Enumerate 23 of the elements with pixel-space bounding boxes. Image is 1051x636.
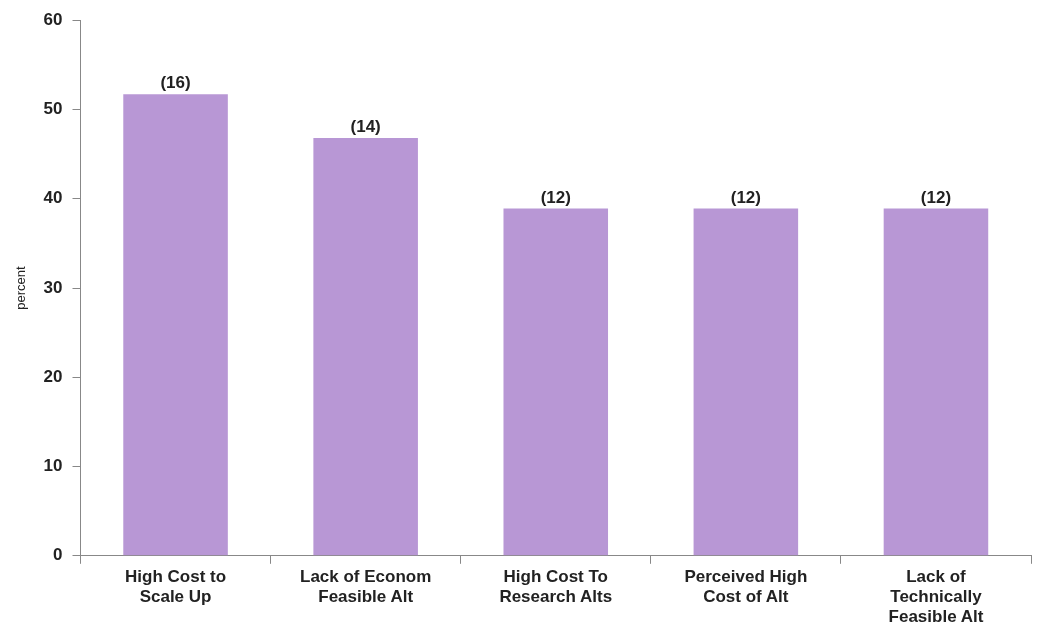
y-tick-label: 30 bbox=[43, 277, 63, 297]
annotation: (16) bbox=[160, 73, 191, 93]
y-tick-label: 20 bbox=[43, 366, 63, 386]
bar bbox=[883, 208, 989, 556]
y-axis-title: percent bbox=[13, 265, 29, 310]
y-tick-label: 50 bbox=[43, 99, 63, 119]
annotation: (12) bbox=[920, 187, 952, 207]
y-tick-label: 40 bbox=[43, 188, 63, 208]
bar bbox=[503, 208, 609, 556]
x-tick-label: High Cost To Research Alts bbox=[499, 566, 613, 607]
annotation: (12) bbox=[730, 187, 761, 207]
bar bbox=[123, 94, 228, 556]
annotation: (12) bbox=[540, 187, 571, 207]
y-tick-label: 0 bbox=[53, 545, 63, 565]
bar bbox=[313, 138, 418, 556]
x-tick-label: Perceived High Cost of Alt bbox=[684, 566, 808, 607]
annotation: (14) bbox=[350, 117, 381, 137]
x-tick-label: High Cost to Scale Up bbox=[125, 566, 227, 607]
y-tick-label: 10 bbox=[43, 456, 63, 476]
y-tick-label: 60 bbox=[43, 9, 63, 29]
x-tick-label: Lack of Econom Feasible Alt bbox=[300, 566, 432, 607]
bar bbox=[693, 208, 799, 556]
x-tick-label: Lack of Technically Feasible Alt bbox=[888, 566, 984, 627]
